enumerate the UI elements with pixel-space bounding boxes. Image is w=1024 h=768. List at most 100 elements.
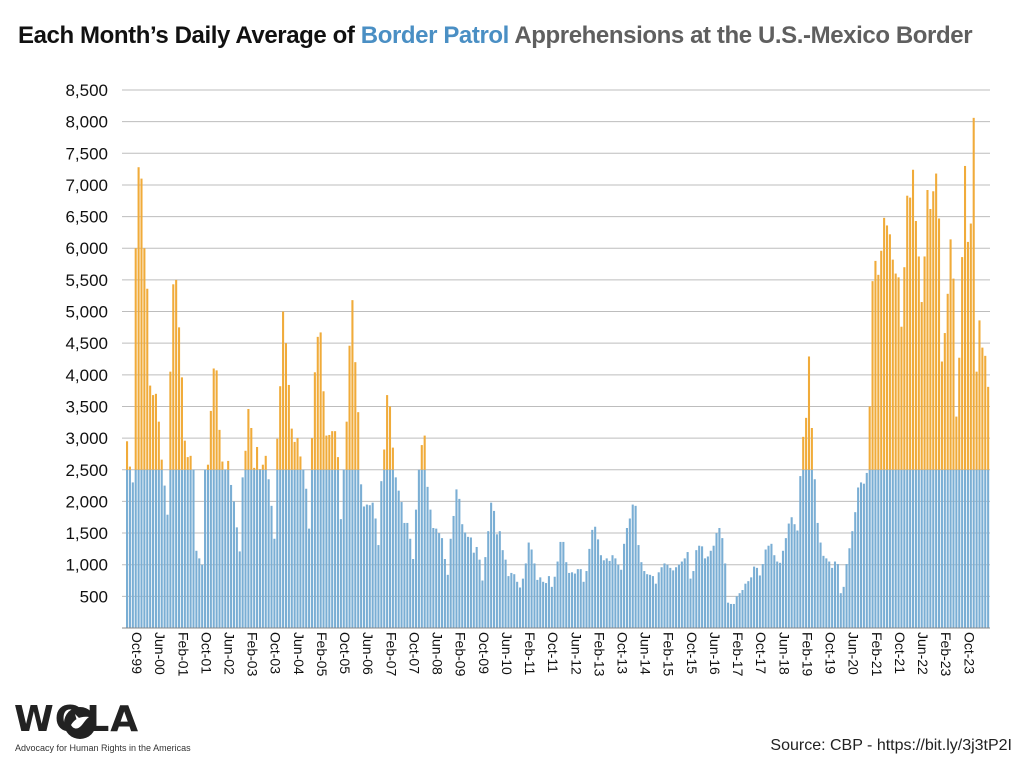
bar-above-threshold [354,362,357,470]
bar-above-threshold [178,327,181,470]
bar-base [152,469,155,628]
bar-base [779,562,782,628]
bar-base [472,552,475,628]
bar-above-threshold [227,460,230,470]
logo-tagline: Advocacy for Human Rights in the America… [15,743,191,753]
bar-base [709,550,712,628]
bar-base [221,469,224,628]
bar-base [368,505,371,628]
bar-base [302,469,305,628]
bar-base [464,532,467,628]
bar-base [877,469,880,628]
bar-base [524,563,527,628]
bar-above-threshold [880,250,883,470]
bar-base [357,469,360,628]
bar-above-threshold [244,450,247,470]
bar-base [383,469,386,628]
bar-base [279,469,282,628]
chart-title: Each Month’s Daily Average of Border Pat… [18,22,973,50]
bar-base [848,548,851,628]
bar-above-threshold [279,386,282,470]
x-tick-label: Oct-19 [823,632,839,674]
bar-above-threshold [388,406,392,470]
x-tick-label: Jun-22 [915,632,931,675]
bar-above-threshold [897,277,900,470]
bar-base [692,571,695,628]
bar-base [582,581,585,628]
bar-base [744,583,747,628]
bar-base [825,558,828,628]
bar-above-threshold [894,273,897,470]
bar-base [299,469,302,628]
bar-base [857,487,860,628]
y-tick-label: 6,500 [65,208,108,227]
bar-base [212,469,215,628]
bar-above-threshold [319,332,322,470]
bar-base [432,528,435,628]
bar-base [591,529,594,628]
bar-base [186,469,189,628]
bar-base [559,541,562,628]
bar-base [984,469,987,628]
bar-base [556,561,559,628]
bar-base [906,469,909,628]
bar-base [163,485,166,628]
bar-above-threshold [420,445,423,470]
bar-base [845,564,848,628]
bar-base [293,469,296,628]
bar-base [781,550,785,628]
bar-base [128,469,131,628]
bar-base [675,567,678,628]
bar-base [371,502,374,628]
bar-base [807,469,811,628]
source-note: Source: CBP - https://bit.ly/3j3tP2I [770,737,1012,754]
bar-above-threshold [180,377,183,470]
bar-base [955,469,958,628]
bar-above-threshold [154,393,157,470]
bar-above-threshold [984,355,987,470]
bar-above-threshold [160,459,163,470]
bar-base [134,469,137,628]
bar-base [206,469,209,628]
bar-above-threshold [189,455,192,470]
bar-base [313,469,316,628]
bar-base [504,559,507,628]
bar-base [701,546,704,628]
y-tick-label: 500 [80,587,108,606]
bar-base [969,469,972,628]
bar-above-threshold [906,195,909,470]
bar-base [166,514,169,628]
bar-base [917,469,920,628]
bar-base [232,501,235,628]
bar-base [958,469,961,628]
bar-base [816,522,819,628]
bar-base [796,530,799,628]
bar-above-threshold [937,218,941,470]
bar-above-threshold [137,167,140,470]
bar-base [189,469,192,628]
bar-above-threshold [949,239,952,470]
bar-base [475,546,478,628]
bar-base [689,578,692,628]
bar-above-threshold [256,446,259,470]
bar-base [663,563,666,628]
bar-base [137,469,140,628]
x-tick-label: Jun-02 [222,632,238,675]
bar-above-threshold [250,427,253,470]
bar-above-threshold [903,267,906,470]
bar-base [649,574,652,628]
bar-base [140,469,143,628]
bar-base [435,528,438,628]
bar-base [296,469,299,628]
x-tick-label: Oct-07 [406,632,422,674]
bar-base [513,574,516,628]
bar-above-threshold [258,469,261,470]
bar-above-threshold [313,372,316,470]
bar-base [492,510,496,628]
bar-base [646,574,649,628]
bar-base [805,469,808,628]
x-tick-label: Oct-99 [129,632,145,674]
bar-base [230,484,233,628]
bar-base [487,531,490,628]
bar-base [909,469,912,628]
